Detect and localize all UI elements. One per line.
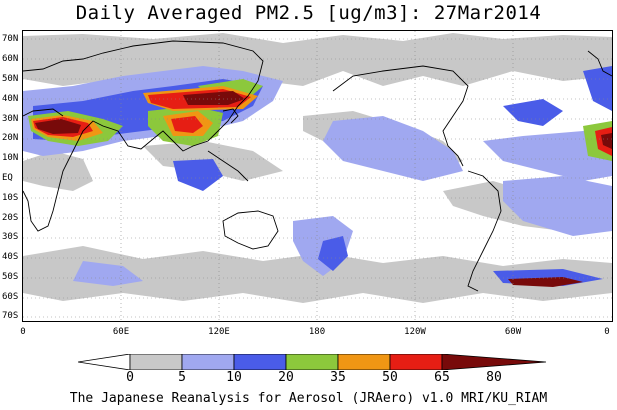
lon-label: 60W: [504, 327, 522, 337]
colorbar-label: 0: [126, 370, 134, 385]
darkred-level-areas: [35, 91, 612, 287]
credit-footer: The Japanese Reanalysis for Aerosol (JRA…: [69, 391, 548, 406]
lon-label: 60E: [112, 327, 130, 337]
pm25-map: [22, 30, 613, 322]
colorbar-label: 50: [382, 370, 398, 385]
colorbar-segment: [285, 354, 339, 370]
lon-label: 0: [20, 327, 26, 337]
lat-label: 10S: [2, 193, 19, 203]
colorbar-label: 80: [486, 370, 502, 385]
lat-label: 70S: [2, 311, 19, 321]
lat-label: 30N: [2, 114, 19, 124]
lon-label: 120W: [404, 327, 426, 337]
colorbar-label: 35: [330, 370, 346, 385]
map-title: Daily Averaged PM2.5 [ug/m3]: 27Mar2014: [75, 2, 542, 24]
pm25-field: [23, 31, 612, 321]
colorbar-segment: [129, 354, 183, 370]
colorbar-label: 65: [434, 370, 450, 385]
lat-label: 60N: [2, 54, 19, 64]
colorbar-segment: [389, 354, 443, 370]
coastlines: [23, 40, 612, 292]
lat-label: 10N: [2, 153, 19, 163]
lon-label: 180: [308, 327, 326, 337]
lat-label: 40S: [2, 252, 19, 262]
lat-label: 30S: [2, 232, 19, 242]
lat-label: 40N: [2, 94, 19, 104]
colorbar-segment: [233, 354, 287, 370]
colorbar-segment: [337, 354, 391, 370]
lat-label: 60S: [2, 292, 19, 302]
lat-label: 20N: [2, 133, 19, 143]
colorbar-segment: [181, 354, 235, 370]
lon-label: 120E: [208, 327, 230, 337]
lat-label: 70N: [2, 34, 19, 44]
grid-lines: [23, 31, 612, 321]
lat-label: 20S: [2, 213, 19, 223]
colorbar-label: 20: [278, 370, 294, 385]
colorbar-label: 10: [226, 370, 242, 385]
lon-label: 0: [604, 327, 610, 337]
colorbar-label: 5: [178, 370, 186, 385]
lat-label: 50N: [2, 74, 19, 84]
colorbar: [78, 354, 547, 370]
colorbar-segment: [441, 354, 547, 370]
colorbar-segment: [78, 354, 131, 370]
lat-label: 50S: [2, 272, 19, 282]
lat-label: EQ: [2, 173, 13, 183]
